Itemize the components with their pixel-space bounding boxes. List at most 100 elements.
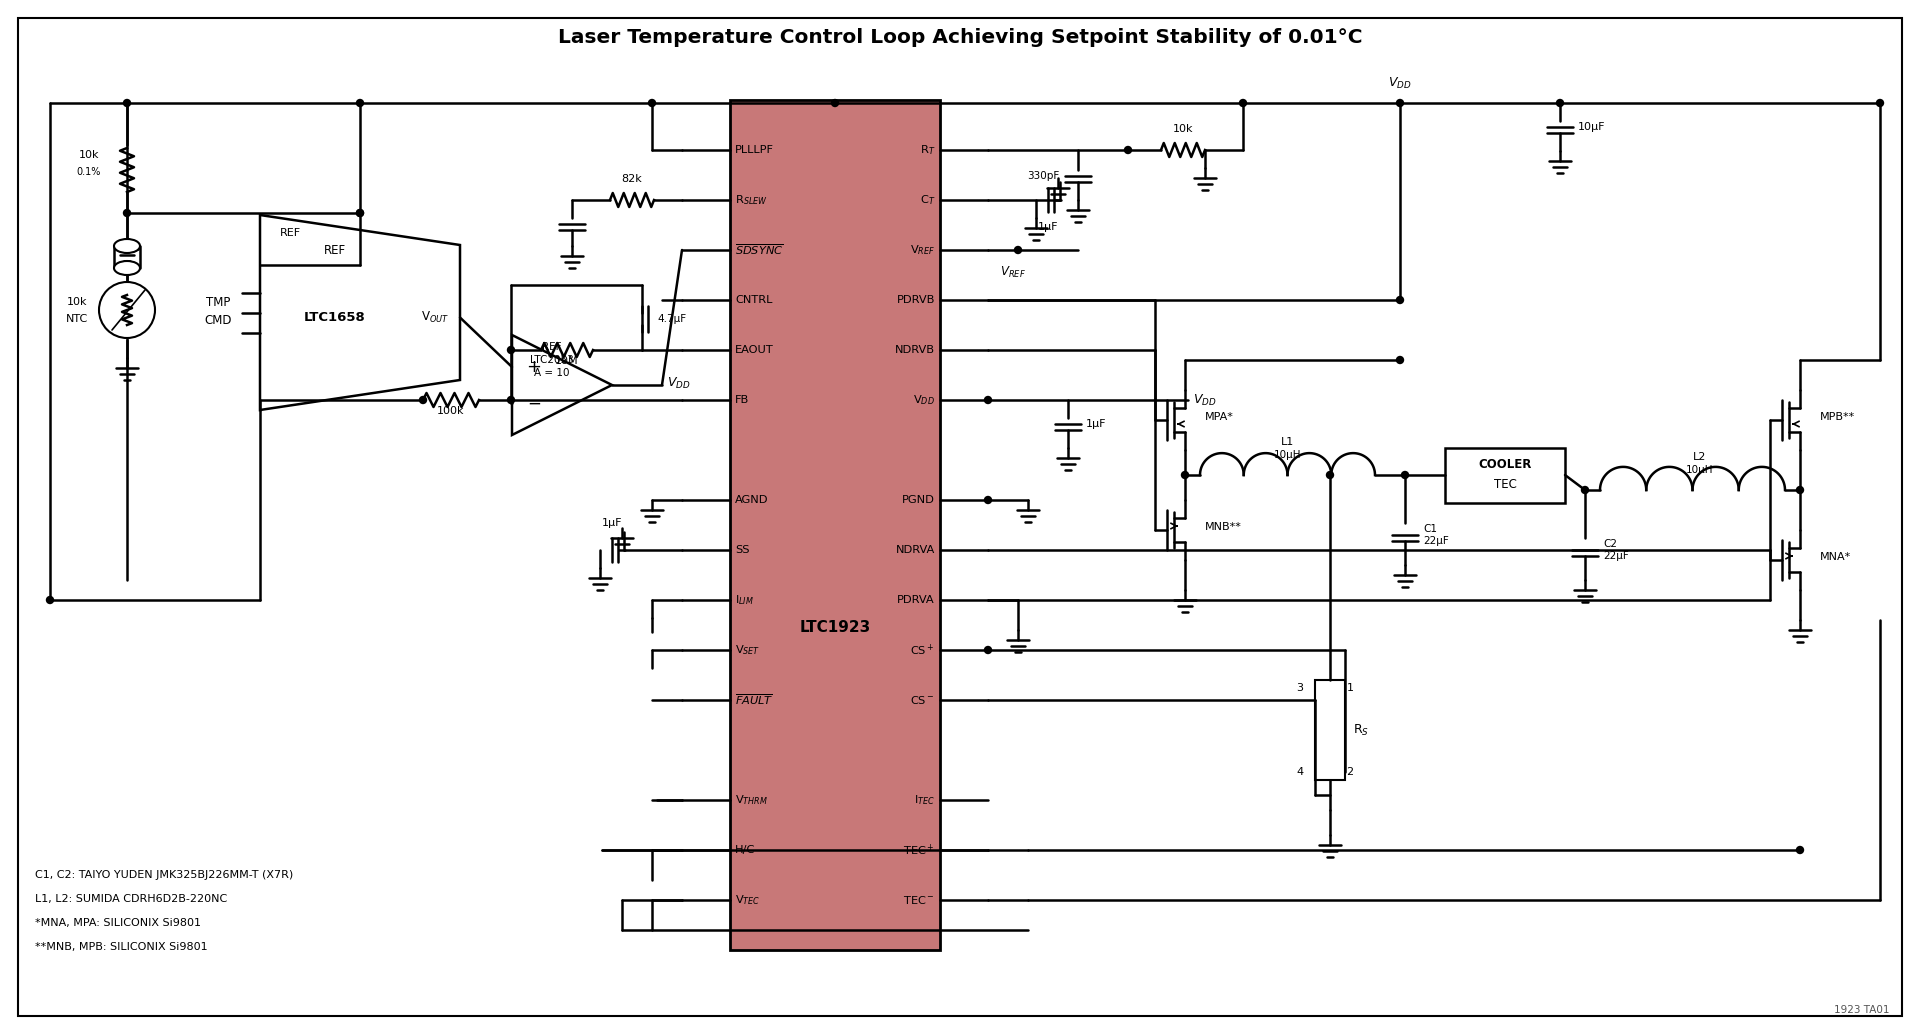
Circle shape [46,597,54,604]
Text: C2
22µF: C2 22µF [1603,539,1628,560]
Circle shape [985,396,991,403]
Text: 4.7µF: 4.7µF [657,314,685,324]
Bar [113,246,140,268]
Text: 0.1%: 0.1% [77,168,102,177]
Text: 10µH: 10µH [1686,465,1715,475]
Text: 10M: 10M [555,356,578,366]
Text: 1µF: 1µF [601,518,622,528]
Text: REF: REF [324,243,346,256]
Text: TMP: TMP [205,296,230,309]
Text: AGND: AGND [735,495,768,505]
Text: C$_T$: C$_T$ [920,193,935,207]
Text: V$_{DD}$: V$_{DD}$ [914,393,935,407]
Text: A = 10: A = 10 [534,368,570,378]
Circle shape [100,282,156,338]
Text: LTC2053: LTC2053 [530,355,574,365]
Circle shape [1797,487,1803,493]
Text: L2: L2 [1693,452,1707,462]
Text: $-$: $-$ [526,394,541,412]
Text: PDRVA: PDRVA [897,595,935,605]
Text: LTC1923: LTC1923 [799,619,870,635]
Circle shape [1181,472,1188,479]
Text: LTC1658: LTC1658 [303,311,367,324]
Circle shape [1014,246,1021,253]
Text: $\overline{SDSYNC}$: $\overline{SDSYNC}$ [735,243,783,257]
Text: CS$^+$: CS$^+$ [910,642,935,658]
Circle shape [1876,99,1884,107]
Text: 10k: 10k [1173,124,1192,134]
Text: C1, C2: TAIYO YUDEN JMK325BJ226MM-T (X7R): C1, C2: TAIYO YUDEN JMK325BJ226MM-T (X7R… [35,870,294,880]
Text: 3: 3 [1296,683,1304,693]
Text: 330pF: 330pF [1027,171,1060,181]
Text: V$_{DD}$: V$_{DD}$ [1192,393,1217,407]
Text: 10k: 10k [79,150,100,160]
Circle shape [357,210,363,216]
Text: V$_{REF}$: V$_{REF}$ [1000,265,1025,280]
Circle shape [507,346,515,354]
Circle shape [1327,472,1334,479]
Text: PGND: PGND [902,495,935,505]
Text: 1µF: 1µF [1037,222,1058,232]
Text: REF: REF [541,342,563,352]
Text: R$_{SLEW}$: R$_{SLEW}$ [735,193,768,207]
Text: 4: 4 [1296,767,1304,777]
Text: L1, L2: SUMIDA CDRH6D2B-220NC: L1, L2: SUMIDA CDRH6D2B-220NC [35,894,227,904]
Circle shape [1396,99,1404,107]
Text: R$_S$: R$_S$ [1354,723,1369,737]
Circle shape [831,99,839,107]
Text: MNA*: MNA* [1820,552,1851,562]
Circle shape [357,210,363,216]
Circle shape [1797,847,1803,853]
Text: CMD: CMD [204,314,232,327]
Text: EAOUT: EAOUT [735,345,774,355]
Circle shape [1240,99,1246,107]
Polygon shape [259,215,461,410]
Text: V$_{TEC}$: V$_{TEC}$ [735,893,760,907]
Text: NTC: NTC [65,314,88,324]
Circle shape [1125,147,1131,153]
Bar [1446,448,1565,503]
Circle shape [649,99,655,107]
Text: PDRVB: PDRVB [897,295,935,305]
Text: CNTRL: CNTRL [735,295,772,305]
Ellipse shape [113,239,140,253]
Circle shape [507,396,515,403]
Text: H/C: H/C [735,845,755,855]
Text: *MNA, MPA: SILICONIX Si9801: *MNA, MPA: SILICONIX Si9801 [35,918,202,927]
Text: FB: FB [735,395,749,405]
Text: PLLLPF: PLLLPF [735,145,774,155]
Circle shape [1396,357,1404,364]
Text: V$_{OUT}$: V$_{OUT}$ [420,310,449,325]
Circle shape [985,646,991,653]
Text: TEC: TEC [1494,479,1517,491]
Circle shape [123,210,131,216]
Circle shape [1402,472,1409,479]
Text: 1: 1 [1346,683,1354,693]
Text: NDRVA: NDRVA [897,545,935,555]
Text: MPA*: MPA* [1206,412,1235,422]
Bar [1315,680,1346,780]
Text: $\overline{FAULT}$: $\overline{FAULT}$ [735,693,774,707]
Text: COOLER: COOLER [1478,458,1532,472]
Circle shape [1582,487,1588,493]
Text: 1µF: 1µF [1087,419,1106,429]
Circle shape [1396,297,1404,304]
Text: 2: 2 [1346,767,1354,777]
Text: I$_{TEC}$: I$_{TEC}$ [914,793,935,807]
Text: R$_T$: R$_T$ [920,143,935,157]
Text: MNB**: MNB** [1206,522,1242,533]
Circle shape [985,496,991,504]
Text: MPB**: MPB** [1820,412,1855,422]
Text: V$_{DD}$: V$_{DD}$ [666,375,691,391]
Text: 82k: 82k [622,174,643,184]
Text: 1923 TA01: 1923 TA01 [1834,1005,1889,1015]
Text: 10µH: 10µH [1273,450,1302,460]
Circle shape [123,99,131,107]
Text: REF: REF [280,229,301,238]
Text: TEC$^+$: TEC$^+$ [904,843,935,857]
Text: +: + [526,358,541,376]
Text: C1
22µF: C1 22µF [1423,524,1450,546]
Text: TEC$^-$: TEC$^-$ [902,894,935,906]
Bar [730,100,941,950]
Polygon shape [513,335,612,435]
